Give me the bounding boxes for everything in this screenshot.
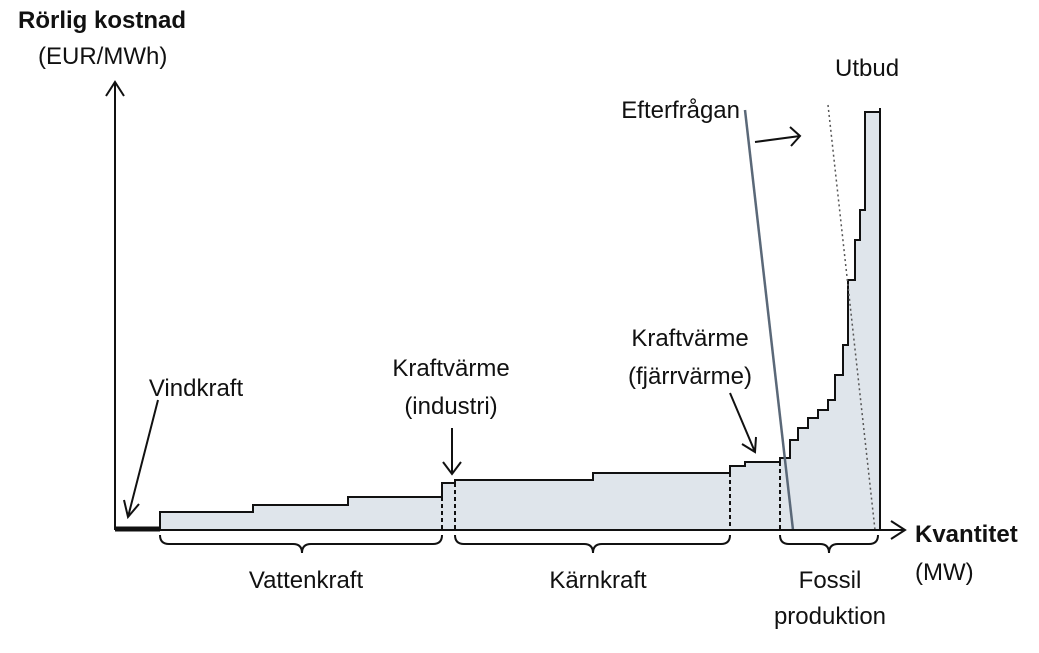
fossil-label: produktion — [774, 603, 886, 630]
chp-district-label: Kraftvärme — [631, 325, 748, 352]
supply-shift-line — [827, 104, 876, 531]
nuclear-label: Kärnkraft — [549, 567, 647, 594]
y-axis-unit: (EUR/MWh) — [38, 43, 167, 70]
braces — [159, 534, 879, 554]
demand-label: Efterfrågan — [621, 97, 740, 124]
district-arrow — [729, 392, 757, 454]
y-axis-title: Rörlig kostnad — [18, 7, 186, 34]
supply-area — [159, 111, 881, 531]
wind-arrow — [123, 399, 159, 520]
demand-line — [743, 109, 795, 531]
industry-arrow — [442, 428, 462, 476]
x-axis-title: Kvantitet — [915, 521, 1018, 548]
x-axis — [115, 520, 907, 540]
separators — [441, 108, 881, 530]
fossil-label: Fossil — [799, 567, 862, 594]
hydro-label: Vattenkraft — [249, 567, 364, 594]
x-axis-unit: (MW) — [915, 559, 974, 586]
chp-industry-label: Kraftvärme — [392, 355, 509, 382]
wind-label: Vindkraft — [149, 375, 244, 402]
demand-shift-arrow — [754, 126, 802, 147]
supply-label: Utbud — [835, 55, 899, 82]
chp-industry-label: (industri) — [404, 393, 497, 420]
chp-district-label: (fjärrvärme) — [628, 363, 752, 390]
y-axis — [105, 80, 125, 530]
